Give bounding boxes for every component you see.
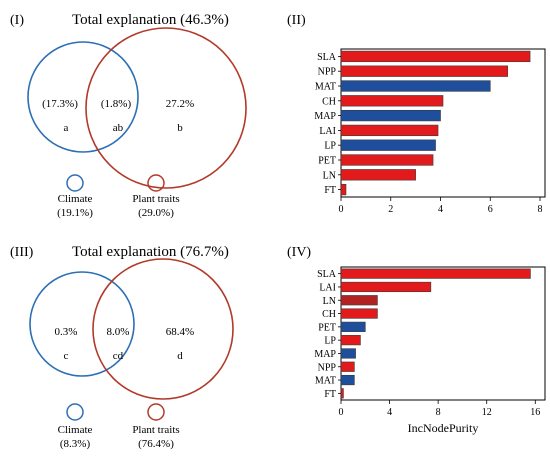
category-label-sla: SLA xyxy=(317,52,337,63)
bar-npp xyxy=(340,361,355,372)
x-tick-label: 4 xyxy=(387,407,392,418)
plant-traits-legend-icon-I xyxy=(147,174,165,192)
bar-npp xyxy=(340,65,508,77)
bar-ft xyxy=(340,183,347,196)
region-c-letter: c xyxy=(64,350,69,362)
category-label-pet: PET xyxy=(318,156,336,167)
bar-sla xyxy=(340,50,531,63)
climate-legend-icon-III xyxy=(66,403,84,421)
category-label-pet: PET xyxy=(318,322,336,333)
category-label-map: MAP xyxy=(314,111,336,122)
category-label-map: MAP xyxy=(314,349,336,360)
panel-label-II: (II) xyxy=(287,13,306,28)
bar-pet xyxy=(340,154,434,166)
category-label-lp: LP xyxy=(324,141,336,152)
venn-title-III: Total explanation (76.7%) xyxy=(72,244,229,260)
region-a-letter: a xyxy=(64,122,69,134)
category-label-mat: MAT xyxy=(315,82,336,93)
x-axis-label: IncNodePurity xyxy=(408,421,479,435)
bar-mat xyxy=(340,374,355,386)
category-label-sla: SLA xyxy=(317,269,337,280)
bar-lai xyxy=(340,124,439,137)
category-label-lai: LAI xyxy=(319,126,336,137)
region-b-value: 27.2% xyxy=(166,98,194,110)
region-d-value: 68.4% xyxy=(166,326,194,338)
bar-ln xyxy=(340,169,416,181)
importance-chart-II: SLA NPP MAT CH MAP LAI LP PET LN FT0 2 4 6 8 xyxy=(314,48,546,215)
climate-legend-label-I: Climate xyxy=(58,193,93,205)
x-tick-label: 8 xyxy=(436,407,441,418)
bar-ft xyxy=(340,388,344,399)
category-label-npp: NPP xyxy=(318,362,337,373)
panel-label-IV: (IV) xyxy=(287,245,311,260)
importance-chart-IV: SLA LAI LN CH PET LP MAP NPP MAT FT0 4 8 12 16 IncNode… xyxy=(314,266,546,435)
x-tick-label: 4 xyxy=(438,204,443,215)
climate-legend-icon-I xyxy=(66,174,84,192)
x-tick-label: 12 xyxy=(482,407,492,418)
plant-traits-legend-label-I: Plant traits xyxy=(132,193,179,205)
x-tick-label: 2 xyxy=(388,204,393,215)
category-label-lai: LAI xyxy=(319,282,336,293)
region-cd-letter: cd xyxy=(113,350,124,362)
climate-legend-share-I: (19.1%) xyxy=(57,207,93,219)
plant-traits-circle-III xyxy=(92,258,234,400)
plant-traits-legend-icon-III xyxy=(147,403,165,421)
category-label-ch: CH xyxy=(322,309,336,320)
bar-mat xyxy=(340,80,491,92)
category-label-lp: LP xyxy=(324,336,336,347)
bar-ch xyxy=(340,308,378,319)
climate-circle-I xyxy=(27,41,139,153)
category-label-ln: LN xyxy=(323,170,336,181)
venn-title-I: Total explanation (46.3%) xyxy=(72,12,229,28)
bar-map xyxy=(340,109,441,122)
climate-legend-share-III: (8.3%) xyxy=(60,438,91,450)
category-label-mat: MAT xyxy=(315,376,336,387)
region-a-value: (17.3%) xyxy=(42,98,78,110)
region-ab-value: (1.8%) xyxy=(101,98,132,110)
bar-lp xyxy=(340,139,436,151)
bar-lai xyxy=(340,281,432,293)
bar-sla xyxy=(340,268,531,279)
category-label-ft: FT xyxy=(324,389,336,400)
region-b-letter: b xyxy=(177,122,183,134)
region-c-value: 0.3% xyxy=(55,326,78,338)
plant-traits-circle-I xyxy=(85,27,247,189)
bar-ch xyxy=(340,95,444,107)
bar-lp xyxy=(340,335,361,346)
venn-panel-3: (III) Total explanation (76.7%) 0.3% 8.0… xyxy=(10,244,234,450)
panel-label-III: (III) xyxy=(10,245,34,260)
bar-pet xyxy=(340,321,366,332)
plot-frame xyxy=(340,48,546,198)
plant-traits-legend-share-III: (76.4%) xyxy=(138,438,174,450)
region-ab-letter: ab xyxy=(113,122,124,134)
plant-traits-legend-label-III: Plant traits xyxy=(132,424,179,436)
region-cd-value: 8.0% xyxy=(107,326,130,338)
category-label-npp: NPP xyxy=(318,67,337,78)
x-tick-label: 0 xyxy=(339,407,344,418)
panel-label-I: (I) xyxy=(10,13,24,28)
category-label-ln: LN xyxy=(323,296,336,307)
plot-frame xyxy=(340,266,546,401)
climate-circle-III xyxy=(29,271,135,377)
x-tick-label: 0 xyxy=(339,204,344,215)
x-tick-label: 16 xyxy=(530,407,540,418)
venn-panel-1: (I) Total explanation (46.3%) (17.3%) (1… xyxy=(10,12,247,219)
climate-legend-label-III: Climate xyxy=(58,424,93,436)
x-tick-label: 8 xyxy=(538,204,543,215)
category-label-ft: FT xyxy=(324,185,336,196)
category-label-ch: CH xyxy=(322,96,336,107)
region-d-letter: d xyxy=(177,350,183,362)
bar-ln xyxy=(340,295,378,306)
plant-traits-legend-share-I: (29.0%) xyxy=(138,207,174,219)
bar-map xyxy=(340,348,356,359)
x-tick-label: 6 xyxy=(488,204,493,215)
